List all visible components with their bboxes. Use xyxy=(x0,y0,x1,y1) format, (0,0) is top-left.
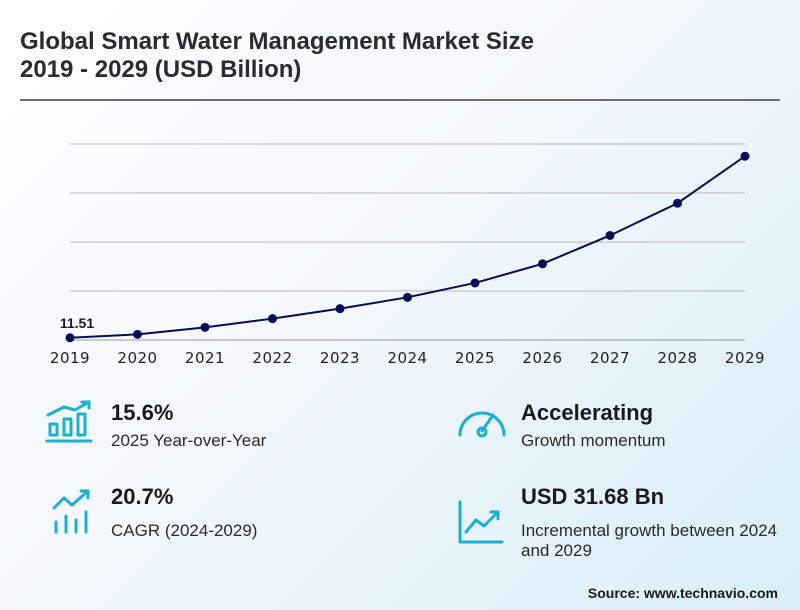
data-point xyxy=(403,292,412,302)
x-tick-label: 2022 xyxy=(252,349,292,367)
line-chart-up-icon xyxy=(458,500,504,544)
x-tick-label: 2021 xyxy=(185,349,225,367)
title-line-1: Global Smart Water Management Market Siz… xyxy=(20,28,534,55)
data-point xyxy=(200,322,210,332)
x-tick-label: 2020 xyxy=(117,349,157,367)
x-tick-label: 2027 xyxy=(590,349,630,367)
x-tick-label: 2025 xyxy=(455,349,495,367)
x-tick-label: 2019 xyxy=(50,349,90,367)
stat-value: USD 31.68 Bn xyxy=(521,484,665,509)
data-label: 11.51 xyxy=(60,315,94,331)
source-note: Source: www.technavio.com xyxy=(587,585,778,601)
stat-momentum: Accelerating Growth momentum xyxy=(521,400,781,451)
data-point xyxy=(470,278,480,288)
stat-cagr: 20.7% CAGR (2024-2029) xyxy=(111,484,391,541)
stat-label: Growth momentum xyxy=(521,431,666,450)
data-point xyxy=(335,304,345,314)
title-line-2: 2019 - 2029 (USD Billion) xyxy=(20,56,302,83)
series-line xyxy=(69,155,746,339)
stat-value: 15.6% xyxy=(111,400,174,425)
trend-bars-icon xyxy=(52,489,90,534)
x-tick-label: 2023 xyxy=(320,349,360,367)
stat-label: CAGR (2024-2029) xyxy=(111,521,258,540)
line-chart: 2019 2020 2021 2022 2023 2024 2025 2026 2027 2028… xyxy=(50,143,765,367)
x-tick-label: 2026 xyxy=(522,349,562,367)
stat-label: Incremental growth between 2024 and 2029 xyxy=(521,521,778,560)
bar-chart-up-icon xyxy=(45,400,93,443)
stat-value: Accelerating xyxy=(521,400,654,425)
data-point xyxy=(740,151,750,161)
stat-label: 2025 Year-over-Year xyxy=(111,431,267,450)
stat-value: 20.7% xyxy=(111,484,174,509)
stat-incremental: USD 31.68 Bn Incremental growth between … xyxy=(521,484,781,561)
x-tick-label: 2024 xyxy=(387,349,427,367)
data-point xyxy=(538,259,547,269)
data-point xyxy=(65,333,75,343)
x-tick-label: 2028 xyxy=(657,349,697,367)
data-point xyxy=(673,198,682,208)
speedometer-icon xyxy=(458,411,506,438)
stat-yoy: 15.6% 2025 Year-over-Year xyxy=(111,400,391,451)
chart-title: Global Smart Water Management Market Siz… xyxy=(20,28,720,84)
x-tick-label: 2029 xyxy=(725,349,765,367)
data-point xyxy=(268,314,277,324)
title-divider xyxy=(20,99,780,101)
data-point xyxy=(133,329,142,339)
data-point xyxy=(605,230,615,240)
